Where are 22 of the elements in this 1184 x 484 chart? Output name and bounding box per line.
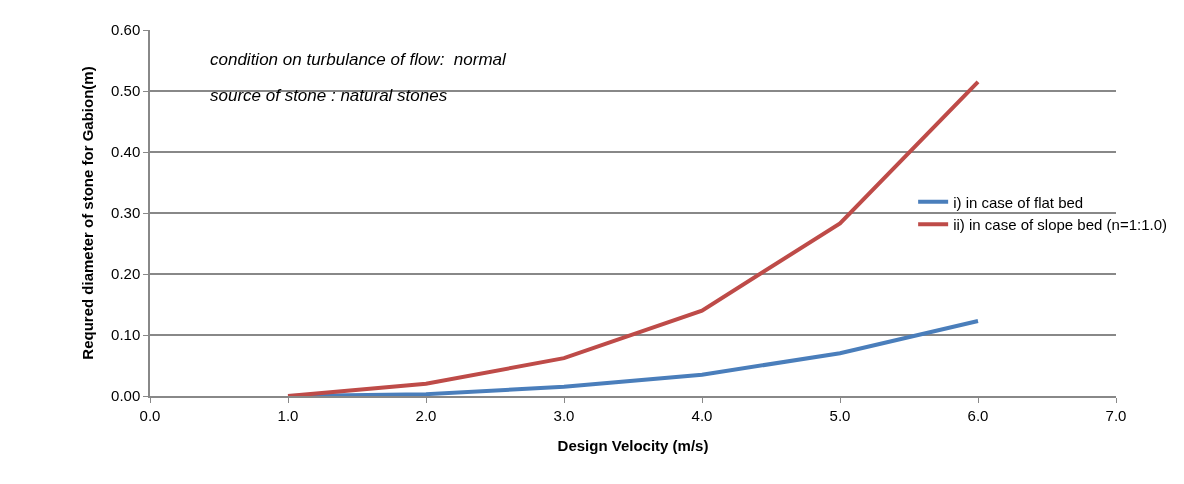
x-tick-label: 0.0 — [139, 406, 161, 424]
x-tick-label: 5.0 — [829, 406, 851, 424]
y-tick-label: 0.00 — [111, 387, 141, 405]
annotation: source of stone : natural stones — [210, 86, 448, 105]
y-tick-label: 0.50 — [111, 82, 141, 100]
y-tick-label: 0.10 — [111, 326, 141, 344]
legend-label: i) in case of flat bed — [953, 193, 1084, 211]
x-tick-label: 1.0 — [277, 406, 299, 424]
x-tick-label: 2.0 — [415, 406, 437, 424]
y-axis-title: Requred diameter of stone for Gabion(m) — [78, 66, 96, 360]
y-tick-label: 0.20 — [111, 265, 141, 283]
x-tick-label: 6.0 — [967, 406, 989, 424]
y-tick-label: 0.30 — [111, 204, 141, 222]
legend-label: ii) in case of slope bed (n=1:1.0) — [953, 216, 1168, 234]
y-tick-label: 0.60 — [111, 21, 141, 39]
x-axis-title: Design Velocity (m/s) — [557, 437, 709, 455]
x-tick-label: 4.0 — [691, 406, 713, 424]
x-tick-label: 3.0 — [553, 406, 575, 424]
y-tick-label: 0.40 — [111, 143, 141, 161]
annotation: condition on turbulance of flow: normal — [210, 50, 507, 69]
line-series — [286, 79, 980, 396]
x-tick-label: 7.0 — [1105, 406, 1127, 424]
